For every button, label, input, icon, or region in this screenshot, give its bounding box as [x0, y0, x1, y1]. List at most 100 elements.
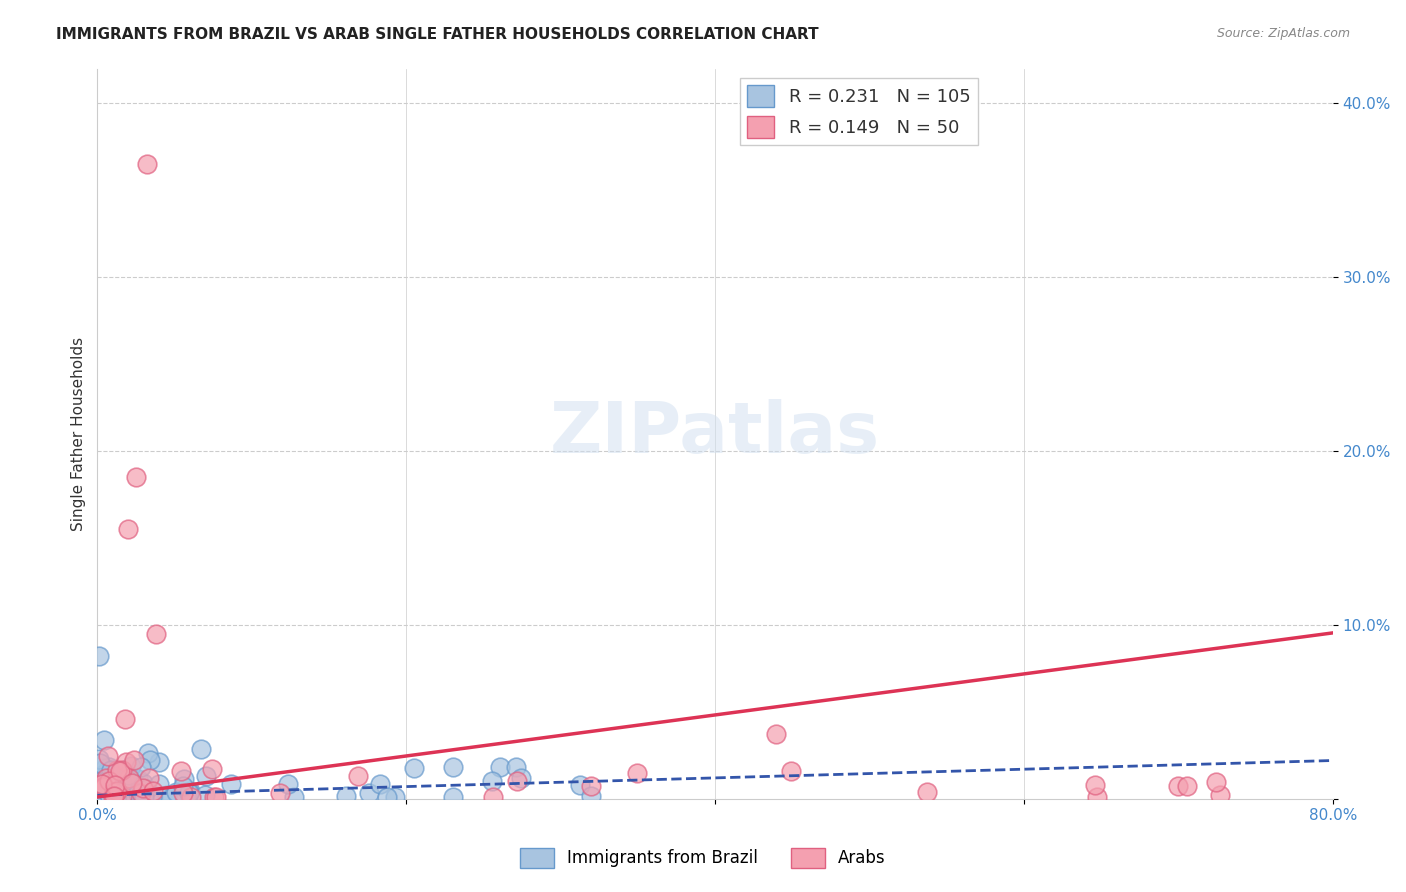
Point: [107, 779, 129, 793]
Point: [510, 771, 533, 785]
Point: [100, 763, 122, 777]
Point: [93, 769, 115, 783]
Point: [915, 785, 938, 799]
Point: [93, 780, 115, 794]
Point: [132, 780, 155, 795]
Point: [101, 788, 124, 802]
Point: [482, 790, 505, 805]
Point: [100, 790, 122, 805]
Point: [132, 790, 155, 805]
Y-axis label: Single Father Households: Single Father Households: [72, 336, 86, 531]
Point: [1167, 779, 1189, 793]
Point: [194, 769, 217, 783]
Point: [101, 766, 124, 780]
Point: [441, 790, 464, 805]
Point: [111, 763, 134, 777]
Point: [115, 784, 138, 798]
Point: [91, 787, 114, 801]
Point: [105, 783, 128, 797]
Point: [506, 774, 529, 789]
Point: [97, 788, 120, 802]
Point: [404, 761, 426, 775]
Point: [1084, 778, 1107, 792]
Point: [201, 762, 224, 776]
Point: [134, 784, 156, 798]
Point: [89, 778, 111, 792]
Point: [141, 789, 163, 803]
Point: [173, 772, 195, 786]
Point: [104, 790, 127, 805]
Point: [441, 759, 464, 773]
Point: [103, 784, 125, 798]
Point: [93, 789, 115, 803]
Point: [111, 782, 134, 797]
Point: [579, 789, 602, 804]
Point: [127, 786, 149, 800]
Point: [97, 788, 120, 802]
Point: [117, 768, 139, 782]
Point: [118, 771, 141, 785]
Point: [179, 786, 201, 800]
Point: [97, 788, 120, 802]
Point: [100, 790, 122, 805]
Point: [93, 778, 115, 792]
Point: [765, 727, 787, 741]
Point: [114, 786, 136, 800]
Point: [115, 756, 138, 770]
Point: [91, 790, 114, 805]
Point: [115, 786, 138, 800]
Point: [145, 626, 167, 640]
Point: [368, 777, 391, 791]
Point: [779, 764, 801, 779]
Point: [132, 776, 155, 790]
Point: [190, 742, 212, 756]
Point: [124, 778, 146, 792]
Point: [98, 780, 121, 795]
Text: IMMIGRANTS FROM BRAZIL VS ARAB SINGLE FATHER HOUSEHOLDS CORRELATION CHART: IMMIGRANTS FROM BRAZIL VS ARAB SINGLE FA…: [56, 27, 818, 42]
Point: [122, 787, 145, 801]
Point: [91, 790, 114, 805]
Point: [110, 764, 132, 779]
Point: [114, 769, 136, 783]
Point: [377, 790, 399, 805]
Point: [110, 776, 132, 790]
Point: [1208, 788, 1230, 802]
Point: [108, 789, 131, 804]
Point: [156, 788, 179, 802]
Point: [269, 786, 291, 800]
Point: [172, 779, 194, 793]
Point: [91, 779, 114, 793]
Point: [97, 773, 120, 788]
Point: [505, 760, 527, 774]
Point: [136, 781, 159, 796]
Point: [93, 775, 115, 789]
Point: [579, 779, 602, 793]
Point: [96, 787, 118, 801]
Point: [87, 781, 110, 796]
Point: [124, 789, 146, 804]
Point: [148, 777, 170, 791]
Point: [1205, 774, 1227, 789]
Point: [384, 790, 406, 805]
Point: [135, 157, 157, 171]
Point: [114, 788, 136, 802]
Point: [108, 789, 131, 804]
Point: [1085, 790, 1108, 805]
Point: [160, 790, 183, 805]
Point: [97, 749, 120, 764]
Point: [89, 756, 111, 770]
Point: [346, 769, 368, 783]
Point: [165, 785, 187, 799]
Text: Source: ZipAtlas.com: Source: ZipAtlas.com: [1216, 27, 1350, 40]
Point: [142, 784, 165, 798]
Point: [120, 758, 142, 772]
Point: [172, 786, 194, 800]
Point: [114, 773, 136, 788]
Point: [129, 786, 152, 800]
Text: ZIPatlas: ZIPatlas: [550, 399, 880, 468]
Point: [89, 782, 111, 797]
Point: [204, 790, 226, 805]
Point: [179, 785, 201, 799]
Point: [141, 789, 163, 803]
Point: [134, 790, 156, 805]
